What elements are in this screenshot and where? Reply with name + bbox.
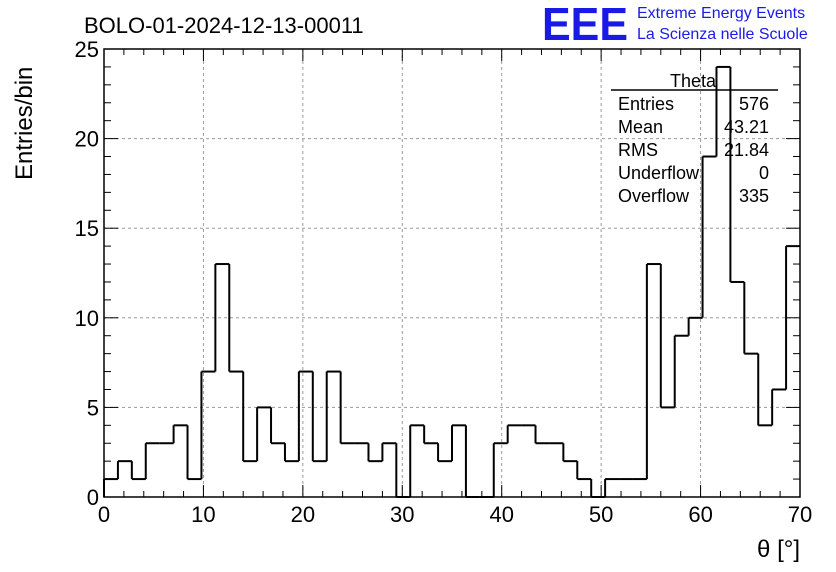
y-tick-label: 20: [75, 127, 99, 152]
x-tick-label: 10: [191, 502, 215, 527]
stats-label: Underflow: [618, 163, 700, 183]
x-axis-title: θ [°]: [757, 536, 800, 563]
y-tick-label: 15: [75, 216, 99, 241]
stats-value: 21.84: [724, 140, 769, 160]
stats-label: Entries: [618, 94, 674, 114]
x-tick-label: 60: [688, 502, 712, 527]
grid: [104, 49, 800, 497]
y-axis-title: Entries/bin: [11, 67, 38, 180]
x-tick-label: 70: [788, 502, 812, 527]
stats-title: Theta: [670, 71, 717, 91]
y-tick-label: 10: [75, 306, 99, 331]
x-tick-label: 0: [98, 502, 110, 527]
x-tick-label: 30: [390, 502, 414, 527]
stats-box: Theta Entries 576 Mean 43.21 RMS 21.84 Underfl…: [611, 71, 778, 206]
stats-value: 335: [739, 186, 769, 206]
chart-title: BOLO-01-2024-12-13-00011: [84, 13, 364, 38]
logo-line-1: Extreme Energy Events: [637, 5, 805, 22]
y-tick-label: 5: [87, 395, 99, 420]
stats-value: 43.21: [724, 117, 769, 137]
x-tick-label: 40: [489, 502, 513, 527]
stats-rows: Entries 576 Mean 43.21 RMS 21.84 Underflow 0 Ove…: [618, 94, 769, 206]
histogram-series: [103, 65, 800, 498]
x-tick-label: 20: [291, 502, 315, 527]
stats-label: Overflow: [618, 186, 690, 206]
eee-logo-mark: EEE: [542, 0, 628, 50]
y-tick-labels: 0 5 10 15 20 25: [75, 37, 99, 510]
y-tick-label: 25: [75, 37, 99, 62]
stats-value: 576: [739, 94, 769, 114]
x-tick-label: 50: [589, 502, 613, 527]
stats-label: Mean: [618, 117, 663, 137]
plot-frame: [103, 48, 801, 498]
stats-label: RMS: [618, 140, 658, 160]
x-tick-labels: 0 10 20 30 40 50 60 70: [98, 502, 812, 527]
stats-value: 0: [759, 163, 769, 183]
y-tick-label: 0: [87, 485, 99, 510]
logo-line-2: La Scienza nelle Scuole: [637, 26, 808, 43]
